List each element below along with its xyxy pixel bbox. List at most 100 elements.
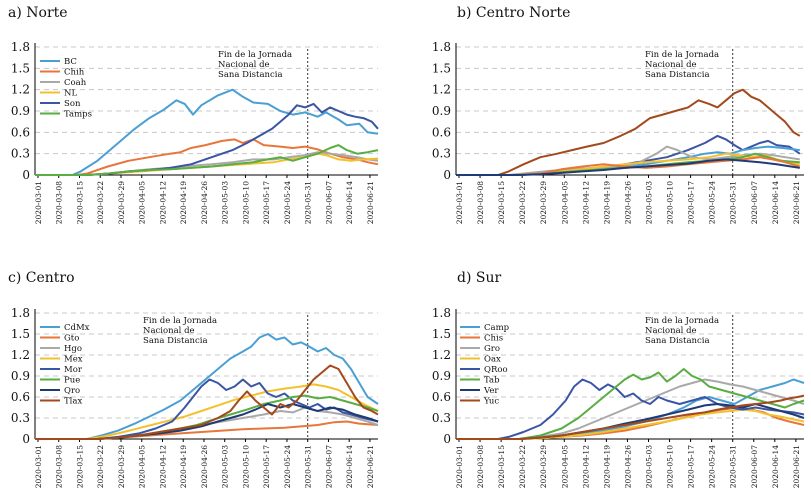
legend-label: NL <box>64 89 77 99</box>
x-tick-label: 2020-04-19 <box>179 181 188 224</box>
panel-title: d) Sur <box>457 270 501 286</box>
x-tick-label: 2020-05-31 <box>729 181 738 224</box>
series-line-Tab <box>456 368 805 440</box>
x-tick-label: 2020-05-10 <box>241 181 250 224</box>
x-tick-label: 2020-05-31 <box>729 445 738 488</box>
y-tick-label: 0.9 <box>432 104 451 118</box>
x-tick-label: 2020-05-17 <box>262 181 271 224</box>
x-tick-label: 2020-03-08 <box>476 445 485 488</box>
x-tick-label: 2020-05-10 <box>666 445 675 488</box>
x-tick-label: 2020-05-10 <box>241 445 250 488</box>
y-tick-label: 0 <box>22 432 30 446</box>
x-tick-label: 2020-03-15 <box>497 181 506 224</box>
x-tick-label: 2020-05-17 <box>687 181 696 224</box>
y-tick-label: 0 <box>443 168 451 182</box>
legend-label: Coah <box>64 78 87 88</box>
x-tick-label: 2020-05-17 <box>687 445 696 488</box>
series-line-BC <box>35 88 379 176</box>
y-tick-label: 1.8 <box>11 306 30 320</box>
x-tick-label: 2020-06-21 <box>366 181 375 224</box>
x-tick-label: 2020-05-31 <box>304 445 313 488</box>
y-tick-label: 0.3 <box>432 147 451 161</box>
y-tick-label: 0.6 <box>11 390 30 404</box>
series-line-s1 <box>456 88 801 176</box>
x-tick-label: 2020-03-15 <box>75 181 84 224</box>
series-line-Oax <box>456 408 805 440</box>
x-tick-label: 2020-06-07 <box>324 445 333 488</box>
legend-label: Camp <box>484 323 510 333</box>
series-line-s7 <box>456 156 801 176</box>
y-tick-label: 0 <box>22 168 30 182</box>
panel-2: b) Centro Norte 0 0.3 0.6 0.9 1.2 1.5 1.8 2020-0… <box>432 5 804 224</box>
y-tick-label: 0.3 <box>432 411 451 425</box>
series-line-QRoo <box>456 378 805 440</box>
x-tick-label: 2020-05-03 <box>644 181 653 224</box>
series-line-Tlax <box>35 364 379 440</box>
annotation-line: Fin de la Jornada <box>645 316 719 326</box>
x-tick-label: 2020-04-19 <box>602 445 611 488</box>
x-tick-label: 2020-06-21 <box>366 445 375 488</box>
x-tick-label: 2020-04-05 <box>560 181 569 224</box>
x-tick-label: 2020-04-26 <box>200 181 209 224</box>
x-tick-label: 2020-06-14 <box>345 181 354 224</box>
y-tick-label: 1.8 <box>432 40 451 54</box>
legend-label: Oax <box>484 355 501 365</box>
x-tick-label: 2020-06-21 <box>792 181 801 224</box>
x-tick-label: 2020-05-03 <box>221 181 230 224</box>
y-tick-label: 0.6 <box>11 125 30 139</box>
x-tick-label: 2020-05-10 <box>666 181 675 224</box>
series-line-Chih <box>35 138 379 176</box>
y-tick-label: 0.9 <box>11 104 30 118</box>
series-line-CdMx <box>35 333 379 440</box>
annotation-line: Fin de la Jornada <box>645 50 719 60</box>
y-tick-label: 0.9 <box>11 369 30 383</box>
x-tick-label: 2020-03-01 <box>34 445 43 488</box>
x-tick-label: 2020-03-08 <box>55 445 64 488</box>
legend-label: Tlax <box>64 397 82 407</box>
y-tick-label: 1.5 <box>432 327 451 341</box>
legend-label: Gro <box>484 344 500 354</box>
x-tick-label: 2020-05-24 <box>708 445 717 488</box>
x-tick-label: 2020-06-07 <box>750 181 759 224</box>
x-tick-label: 2020-04-12 <box>581 445 590 488</box>
panel-4: d) Sur 0 0.3 0.6 0.9 1.2 1.5 1.8 2020-03-01 2020-… <box>432 270 805 488</box>
y-tick-label: 0.6 <box>432 390 451 404</box>
annotation-line: Nacional de <box>218 60 270 70</box>
x-tick-label: 2020-04-19 <box>179 445 188 488</box>
y-tick-label: 1.5 <box>11 327 30 341</box>
legend-label: CdMx <box>64 323 90 333</box>
y-tick-label: 0.6 <box>432 125 451 139</box>
y-tick-label: 1.2 <box>432 83 451 97</box>
x-tick-label: 2020-03-08 <box>55 181 64 224</box>
annotation-line: Nacional de <box>645 60 697 70</box>
x-tick-label: 2020-06-14 <box>345 445 354 488</box>
legend-label: BC <box>64 57 77 67</box>
y-tick-label: 1.5 <box>432 61 451 75</box>
x-tick-label: 2020-06-07 <box>750 445 759 488</box>
legend-label: Tab <box>484 376 500 386</box>
annotation-line: Nacional de <box>645 326 697 336</box>
y-tick-label: 1.5 <box>11 61 30 75</box>
legend-label: QRoo <box>484 365 508 375</box>
series-line-Gro <box>456 378 805 440</box>
panel-title: a) Norte <box>8 5 68 21</box>
y-tick-label: 1.2 <box>432 348 451 362</box>
x-tick-label: 2020-03-22 <box>518 445 527 488</box>
series-line-Yuc <box>456 394 805 440</box>
legend-label: Mex <box>64 355 83 365</box>
legend-label: Chih <box>64 68 85 78</box>
series-line-Tamps <box>35 144 379 176</box>
x-tick-label: 2020-04-26 <box>623 445 632 488</box>
legend-label: Tamps <box>64 110 92 120</box>
annotation-line: Nacional de <box>143 326 195 336</box>
panel-title: b) Centro Norte <box>457 5 570 21</box>
x-tick-label: 2020-03-22 <box>96 181 105 224</box>
x-tick-label: 2020-04-05 <box>138 445 147 488</box>
x-tick-label: 2020-04-12 <box>581 181 590 224</box>
x-tick-label: 2020-04-26 <box>200 445 209 488</box>
x-tick-label: 2020-06-14 <box>771 445 780 488</box>
x-tick-label: 2020-03-22 <box>96 445 105 488</box>
panel-3: c) Centro 0 0.3 0.6 0.9 1.2 1.5 1.8 2020-03-01 20… <box>8 270 379 488</box>
x-tick-label: 2020-04-12 <box>158 445 167 488</box>
